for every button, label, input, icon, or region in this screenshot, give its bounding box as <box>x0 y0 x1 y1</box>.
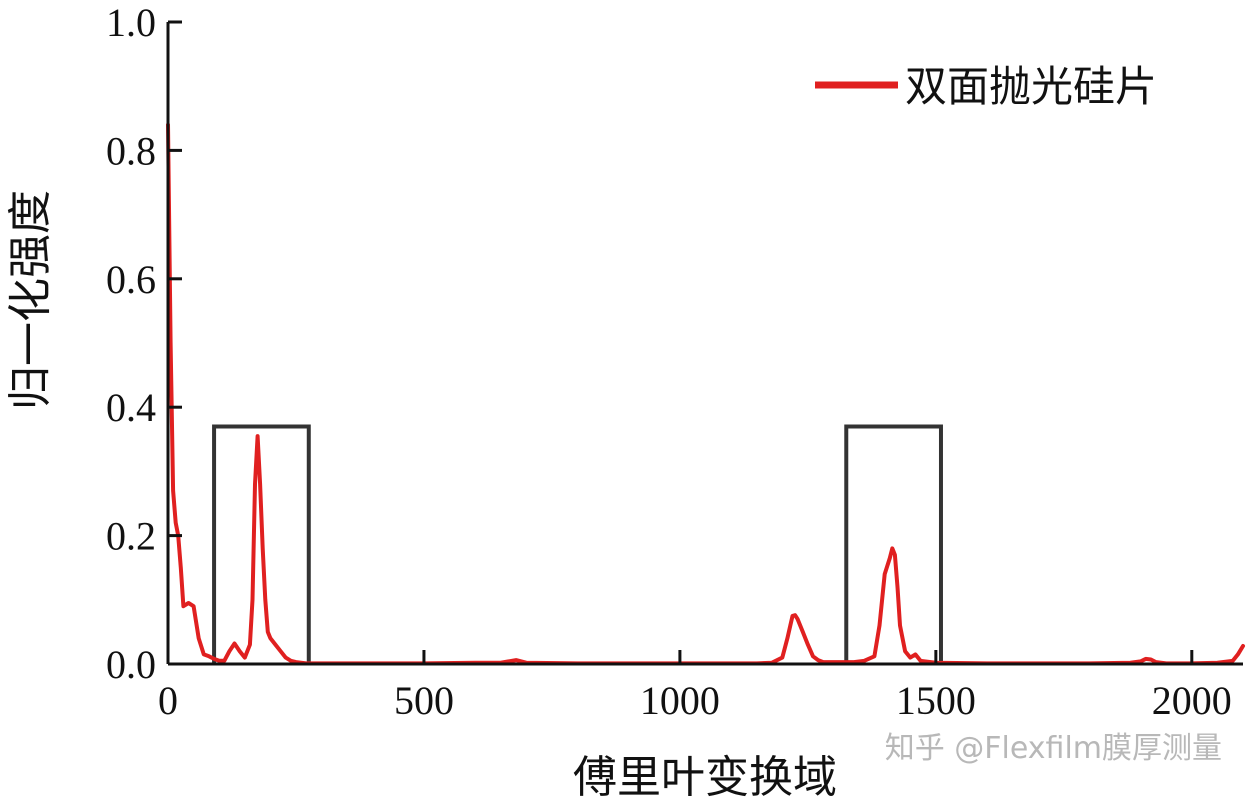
y-tick-label: 0.6 <box>106 257 156 302</box>
highlight-box-0 <box>212 424 311 664</box>
axes: 0.0 0.2 0.4 0.6 0.8 1.0 0 500 1000 1500 2000 <box>106 0 1243 723</box>
x-tick-label: 0 <box>158 678 178 723</box>
series-layer <box>166 122 1245 666</box>
highlight-box-1 <box>844 424 943 664</box>
y-tick-label: 0.4 <box>106 385 156 430</box>
x-axis-title: 傅里叶变换域 <box>573 752 837 800</box>
watermark: 知乎 @Flexfilm膜厚测量 <box>885 731 1222 766</box>
y-tick-label: 1.0 <box>106 0 156 45</box>
y-tick-label: 0.2 <box>106 514 156 559</box>
annotation-boxes <box>212 424 943 664</box>
legend: 双面抛光硅片 <box>815 62 1157 111</box>
y-tick-label: 0.8 <box>106 128 156 173</box>
y-axis-title: 归一化强度 <box>5 190 56 410</box>
x-tick-label: 1000 <box>640 678 720 723</box>
x-tick-label: 500 <box>394 678 454 723</box>
y-tick-label: 0.0 <box>106 642 156 687</box>
series-line-0 <box>166 122 1245 666</box>
legend-label-0: 双面抛光硅片 <box>905 62 1157 111</box>
x-tick-label: 2000 <box>1152 678 1232 723</box>
x-tick-label: 1500 <box>896 678 976 723</box>
